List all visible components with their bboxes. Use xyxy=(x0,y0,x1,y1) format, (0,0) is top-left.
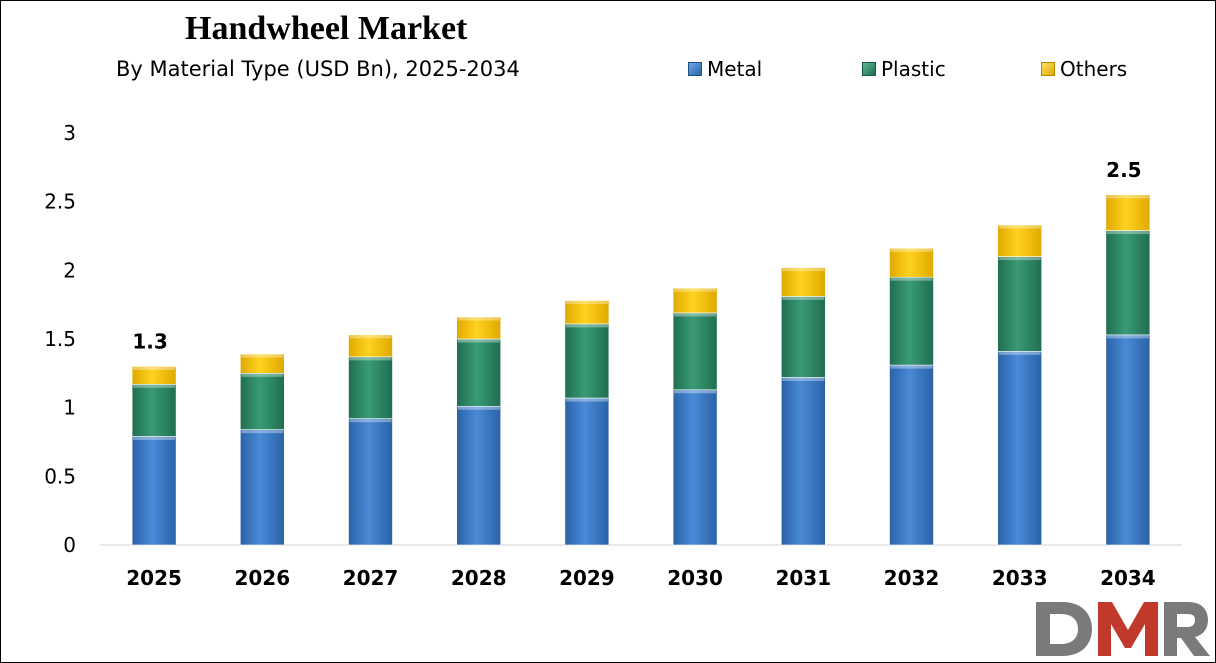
bar-segment-plastic-2026 xyxy=(240,373,285,430)
bar-segment-others-2030 xyxy=(672,287,718,314)
legend-label-plastic: Plastic xyxy=(881,57,946,81)
bar-segment-bevel xyxy=(241,430,284,434)
bar-segment-bevel xyxy=(890,365,933,369)
x-tick-label-2030: 2030 xyxy=(667,566,723,590)
bar-segment-bevel xyxy=(457,339,500,343)
bar-segment-others-2029 xyxy=(564,300,610,325)
chart-title: Handwheel Market xyxy=(185,10,468,47)
bar-segment-plastic-2032 xyxy=(889,276,934,366)
x-tick-label-2034: 2034 xyxy=(1100,566,1156,590)
chart-subtitle: By Material Type (USD Bn), 2025-2034 xyxy=(116,57,520,81)
bar-segment-others-2034 xyxy=(1105,194,1151,231)
bar-segment-bevel xyxy=(241,373,284,377)
dmr-logo xyxy=(1032,596,1212,660)
bar-segment-others-2031 xyxy=(780,267,826,297)
bar-segment-metal-2031 xyxy=(780,377,826,546)
bar-segment-bevel xyxy=(133,366,176,370)
bar-segment-bevel xyxy=(674,313,717,317)
bar-segment-others-2028 xyxy=(456,316,502,340)
bar-segment-bevel xyxy=(133,384,176,388)
legend-swatch-metal xyxy=(688,62,702,76)
bar-segment-others-2026 xyxy=(240,353,285,374)
x-tick-label-2026: 2026 xyxy=(234,566,290,590)
bar-segment-metal-2028 xyxy=(456,405,502,546)
legend-label-metal: Metal xyxy=(707,57,763,81)
bar-segment-bevel xyxy=(349,335,392,339)
y-tick-label: 2.5 xyxy=(44,190,76,214)
bar-segment-others-2033 xyxy=(997,224,1043,257)
bar-segment-bevel xyxy=(457,406,500,410)
legend-swatch-plastic xyxy=(862,62,876,76)
bar-segment-bevel xyxy=(133,437,176,441)
bar-segment-metal-2025 xyxy=(131,436,177,546)
bar-segment-bevel xyxy=(349,419,392,423)
y-tick-label: 1 xyxy=(63,396,76,420)
y-tick-label: 0 xyxy=(63,533,76,557)
bar-segment-plastic-2033 xyxy=(997,256,1043,352)
bar-segment-bevel xyxy=(674,390,717,394)
legend-item-metal: Metal xyxy=(688,57,762,81)
total-label-2025: 1.3 xyxy=(132,329,167,353)
bar-segment-bevel xyxy=(565,301,608,305)
x-tick-label-2032: 2032 xyxy=(884,566,940,590)
y-tick-label: 2 xyxy=(63,258,76,282)
bar-segment-metal-2029 xyxy=(564,397,610,546)
bar-segment-metal-2026 xyxy=(240,429,285,546)
x-tick-label-2031: 2031 xyxy=(775,566,831,590)
bar-segment-bevel xyxy=(565,324,608,328)
y-tick-label: 3 xyxy=(63,121,76,145)
bar-segment-metal-2033 xyxy=(997,351,1043,546)
bar-segment-others-2027 xyxy=(348,334,393,358)
x-tick-label-2025: 2025 xyxy=(126,566,182,590)
bar-segment-bevel xyxy=(565,398,608,402)
bar-segment-bevel xyxy=(674,288,717,292)
x-tick-label-2029: 2029 xyxy=(559,566,615,590)
bar-segment-metal-2032 xyxy=(889,364,934,546)
x-tick-label-2027: 2027 xyxy=(343,566,399,590)
total-label-2034: 2.5 xyxy=(1106,158,1141,182)
bar-segment-bevel xyxy=(782,296,825,300)
bar-segment-bevel xyxy=(1106,195,1149,199)
bar-segment-bevel xyxy=(349,357,392,361)
bar-segment-bevel xyxy=(890,277,933,281)
legend-swatch-others xyxy=(1041,62,1055,76)
legend-label-others: Others xyxy=(1060,57,1128,81)
bar-segment-others-2025 xyxy=(131,366,177,385)
bar-segment-plastic-2028 xyxy=(456,338,502,407)
bar-segment-bevel xyxy=(890,248,933,252)
y-tick-label: 1.5 xyxy=(44,327,76,351)
y-tick-label: 0.5 xyxy=(44,464,76,488)
bar-segment-plastic-2031 xyxy=(780,296,826,378)
bar-segment-plastic-2029 xyxy=(564,323,610,399)
x-tick-label-2028: 2028 xyxy=(451,566,507,590)
bar-segment-bevel xyxy=(241,354,284,358)
bar-segment-bevel xyxy=(782,377,825,381)
legend-item-others: Others xyxy=(1041,57,1127,81)
bar-segment-plastic-2034 xyxy=(1105,230,1151,336)
bar-segment-plastic-2025 xyxy=(131,384,177,437)
bar-segment-bevel xyxy=(998,257,1041,261)
bar-segment-bevel xyxy=(1106,231,1149,235)
legend-item-plastic: Plastic xyxy=(862,57,946,81)
bar-segment-bevel xyxy=(457,317,500,321)
bar-segment-bevel xyxy=(1106,335,1149,339)
bar-segment-bevel xyxy=(998,225,1041,229)
bar-segment-plastic-2027 xyxy=(348,356,393,419)
bar-segment-bevel xyxy=(782,268,825,272)
bar-segment-plastic-2030 xyxy=(672,312,718,391)
bar-segment-metal-2030 xyxy=(672,389,718,546)
bar-segment-others-2032 xyxy=(889,248,934,278)
bar-segment-metal-2034 xyxy=(1105,334,1151,546)
x-tick-label-2033: 2033 xyxy=(992,566,1048,590)
bar-segment-metal-2027 xyxy=(348,418,393,546)
bar-segment-bevel xyxy=(998,351,1041,355)
